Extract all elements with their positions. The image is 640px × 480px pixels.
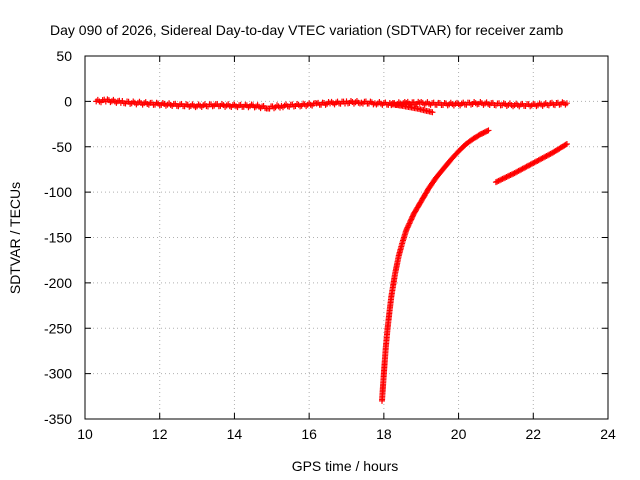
axes: 10 12 14 16 18 20 22 24 50 0 -50 -100 -150 -200 -250 -3… <box>44 48 616 442</box>
x-tick-label: 18 <box>376 426 392 442</box>
data-point <box>563 141 570 148</box>
data-point <box>510 170 517 177</box>
y-tick-label: -250 <box>44 320 72 336</box>
x-tick-label: 24 <box>600 426 616 442</box>
data-point <box>503 173 510 180</box>
data-point <box>410 212 417 219</box>
data-point <box>403 227 410 234</box>
y-tick-label: -300 <box>44 366 72 382</box>
data-point <box>499 175 506 182</box>
data-point <box>500 175 507 182</box>
data-point <box>429 109 436 116</box>
grid <box>85 56 608 419</box>
data-point <box>498 176 505 183</box>
data-point <box>484 128 491 135</box>
x-tick-label: 20 <box>451 426 467 442</box>
data-point <box>405 221 412 228</box>
data-point <box>404 224 411 231</box>
y-tick-label: -150 <box>44 230 72 246</box>
data-point <box>409 213 416 220</box>
data-point <box>407 219 414 226</box>
data-point <box>406 220 413 227</box>
x-tick-label: 10 <box>77 426 93 442</box>
x-tick-label: 12 <box>152 426 168 442</box>
y-tick-label: 50 <box>56 48 72 64</box>
data-point <box>485 127 492 134</box>
y-tick-label: -100 <box>44 184 72 200</box>
x-tick-label: 14 <box>227 426 243 442</box>
chart-title: Day 090 of 2026, Sidereal Day-to-day VTE… <box>50 22 563 38</box>
data-point <box>507 172 514 179</box>
data-point <box>495 177 502 184</box>
y-tick-label: -50 <box>52 139 72 155</box>
data-point <box>407 217 414 224</box>
data-point <box>502 174 509 181</box>
data-point <box>504 173 511 180</box>
data-point <box>408 214 415 221</box>
plot-frame <box>84 55 609 420</box>
x-tick-label: 22 <box>525 426 541 442</box>
data-point <box>496 177 503 184</box>
y-tick-label: 0 <box>64 93 72 109</box>
data-point <box>492 179 499 186</box>
y-axis-label: SDTVAR / TECUs <box>7 182 23 294</box>
y-tick-label: -200 <box>44 275 72 291</box>
data-point <box>506 172 513 179</box>
y-tick-label: -350 <box>44 411 72 427</box>
data-point <box>494 178 501 185</box>
data-point <box>403 225 410 232</box>
x-tick-label: 16 <box>301 426 317 442</box>
data-points <box>93 96 570 404</box>
data-point <box>408 216 415 223</box>
data-point <box>563 100 570 107</box>
x-axis-label: GPS time / hours <box>292 458 399 474</box>
data-point <box>405 223 412 230</box>
data-point <box>508 171 515 178</box>
data-point <box>562 141 569 148</box>
